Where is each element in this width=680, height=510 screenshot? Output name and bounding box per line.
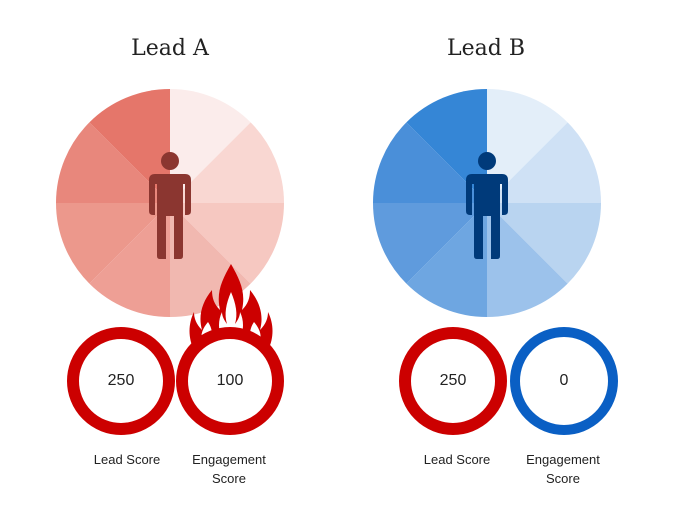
wheel-segment	[487, 203, 568, 317]
wheel-segment	[487, 122, 601, 203]
wheel-segment	[89, 203, 170, 317]
wheel-segment	[56, 122, 170, 203]
lead-a-title: Lead A	[131, 36, 209, 61]
lead-b-engagement-score-label: Engagement Score	[526, 452, 600, 486]
lead-a-engagement-score-ring: 100	[176, 327, 284, 435]
lead-a-lead-score-label: Lead Score	[93, 452, 161, 467]
lead-b-engagement-score-value: 0	[559, 372, 569, 389]
wheel-segment	[170, 89, 251, 203]
lead-a-lead-score-value: 250	[107, 372, 135, 389]
wheel-segment	[406, 203, 487, 317]
wheel-segment	[373, 203, 487, 284]
lead-b-engagement-score-ring: 0	[510, 327, 618, 435]
lead-b-title: Lead B	[447, 36, 525, 61]
person-icon	[466, 152, 508, 259]
wheel-segment	[89, 89, 170, 203]
wheel-segment	[487, 89, 568, 203]
person-icon	[149, 152, 191, 259]
wheel-segment	[487, 203, 601, 284]
wheel-segment	[373, 122, 487, 203]
lead-a-lead-score-ring: 250	[67, 327, 175, 435]
lead-b-segment-wheel	[373, 89, 601, 317]
lead-b-lead-score-value: 250	[439, 372, 467, 389]
lead-b-lead-score-ring: 250	[399, 327, 507, 435]
wheel-segment	[56, 203, 170, 284]
lead-a-engagement-score-label: Engagement Score	[192, 452, 266, 486]
lead-b-lead-score-label: Lead Score	[423, 452, 491, 467]
wheel-segment	[170, 122, 284, 203]
wheel-segment	[170, 203, 284, 284]
lead-a-engagement-score-value: 100	[216, 372, 244, 389]
wheel-segment	[406, 89, 487, 203]
